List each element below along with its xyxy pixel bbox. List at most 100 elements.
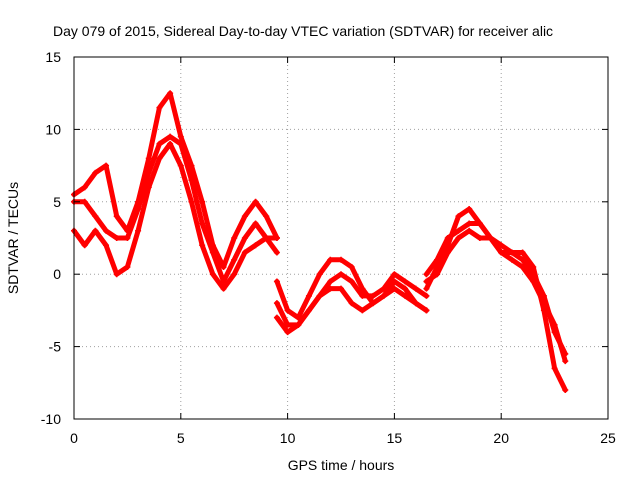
data-point: [444, 249, 451, 256]
data-point: [444, 235, 451, 241]
data-point: [359, 285, 366, 292]
series-track-a: [71, 90, 280, 270]
data-point: [220, 278, 227, 285]
data-point: [241, 213, 248, 220]
data-point: [284, 321, 291, 328]
data-point: [327, 256, 334, 263]
y-tick-label: 10: [45, 121, 61, 137]
data-point: [263, 213, 270, 220]
data-point: [295, 321, 302, 328]
data-point: [188, 177, 195, 184]
data-point: [124, 263, 131, 270]
x-tick-label: 25: [600, 430, 616, 446]
data-point: [348, 300, 355, 307]
data-point: [305, 307, 312, 314]
data-point: [412, 300, 419, 307]
data-point: [241, 249, 248, 256]
data-point: [81, 242, 88, 249]
data-point: [423, 271, 430, 278]
data-point: [455, 235, 462, 241]
data-point: [412, 285, 419, 292]
data-point: [113, 235, 120, 241]
data-point: [177, 140, 184, 147]
data-point: [167, 90, 174, 97]
y-tick-label: -10: [41, 411, 61, 427]
data-point: [455, 227, 462, 234]
data-point: [316, 292, 323, 299]
data-point: [562, 387, 569, 394]
axis-ticks: 0 5 10 15 20 25 -10 -5 0 5 10 15: [41, 49, 616, 446]
data-point: [209, 271, 216, 278]
data-point: [348, 263, 355, 270]
data-point: [295, 314, 302, 321]
data-point: [498, 249, 505, 256]
data-point: [103, 162, 110, 169]
data-point: [380, 292, 387, 299]
data-point: [231, 256, 238, 263]
data-point: [476, 220, 483, 227]
data-point: [81, 198, 88, 205]
data-point: [423, 278, 430, 285]
series-track-b: [71, 134, 280, 284]
grid-lines: [74, 57, 608, 419]
data-point: [327, 278, 334, 285]
data-point: [209, 249, 216, 256]
data-point: [92, 169, 99, 176]
data-point: [359, 307, 366, 314]
data-point: [145, 155, 152, 162]
data-point: [252, 198, 259, 205]
data-point: [156, 140, 163, 147]
data-point: [391, 285, 398, 292]
data-point: [530, 263, 537, 270]
data-point: [135, 206, 142, 213]
data-point: [562, 350, 569, 357]
series-track-c: [71, 141, 280, 292]
data-point: [434, 256, 441, 263]
data-point: [167, 140, 174, 147]
series-track-i: [423, 228, 568, 357]
data-point: [156, 104, 163, 111]
x-tick-label: 5: [177, 430, 185, 446]
x-tick-label: 0: [70, 430, 78, 446]
data-point: [103, 242, 110, 249]
x-tick-label: 10: [280, 430, 296, 446]
x-tick-label: 15: [387, 430, 403, 446]
data-point: [423, 285, 430, 292]
data-point: [263, 235, 270, 241]
data-point: [167, 133, 174, 140]
data-point: [231, 271, 238, 278]
data-point: [199, 242, 206, 249]
data-point: [199, 198, 206, 205]
data-point: [92, 227, 99, 234]
y-tick-label: 5: [53, 194, 61, 210]
data-point: [519, 256, 526, 263]
data-point: [466, 227, 473, 234]
chart-title: Day 079 of 2015, Sidereal Day-to-day VTE…: [53, 23, 553, 39]
series-track-g: [423, 206, 568, 364]
data-point: [540, 292, 547, 299]
data-point: [241, 235, 248, 241]
data-point: [338, 256, 344, 263]
data-point: [252, 220, 259, 227]
data-point: [124, 235, 131, 241]
plot-frame: [73, 56, 609, 420]
data-point: [145, 169, 152, 176]
data-point: [370, 300, 377, 307]
data-point: [402, 292, 409, 299]
data-point: [338, 271, 344, 278]
data-point: [81, 184, 88, 191]
data-point: [551, 365, 558, 372]
data-point: [113, 271, 120, 278]
data-point: [273, 314, 280, 321]
data-point: [135, 227, 142, 234]
series-track-h: [423, 221, 568, 393]
data-point: [562, 358, 569, 365]
data-point: [188, 198, 195, 205]
data-point: [391, 271, 398, 278]
data-point: [252, 242, 259, 249]
data-point: [530, 271, 537, 278]
data-point: [220, 285, 227, 292]
data-point: [370, 292, 377, 299]
data-point: [145, 184, 152, 191]
data-point: [508, 249, 515, 256]
